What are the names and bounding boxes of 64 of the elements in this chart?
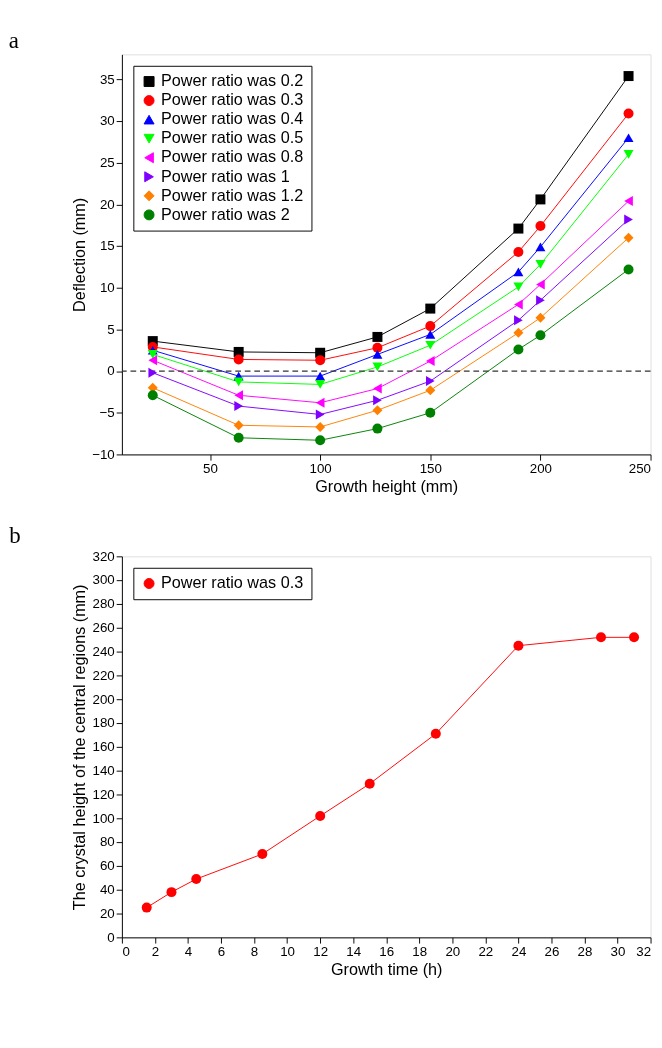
legend-label: Power ratio was 2 [160,204,290,223]
x-tick-label: 20 [445,943,461,959]
y-tick-label: 180 [92,715,115,731]
x-tick-label: 8 [250,943,259,959]
y-tick-label: 5 [107,321,115,337]
legend-label: Power ratio was 1 [160,166,290,185]
legend-label: Power ratio was 0.3 [160,573,304,592]
x-tick-label: 12 [313,943,329,959]
y-axis-title: The crystal height of the central regions (mm) [69,584,88,911]
y-tick-label: 260 [92,620,115,636]
x-tick-label: 24 [511,943,527,959]
legend-label: Power ratio was 0.8 [160,147,304,166]
x-tick-label: 100 [309,461,332,477]
legend-label: Power ratio was 0.3 [160,90,304,109]
x-tick-label: 6 [217,943,226,959]
y-tick-label: 35 [99,71,115,87]
y-axis-title: Deflection (mm) [69,197,88,313]
y-tick-label: 220 [92,667,115,683]
x-tick-label: 22 [478,943,494,959]
text: a [8,27,19,53]
y-tick-label: 0 [107,929,115,945]
y-tick-label: 40 [99,882,115,898]
legend-label: Power ratio was 0.4 [160,109,304,128]
legend-label: Power ratio was 1.2 [160,185,304,204]
y-tick-label: 100 [92,810,115,826]
x-tick-label: 30 [610,943,626,959]
x-tick-label: 18 [412,943,428,959]
y-tick-label: 0 [107,363,115,379]
y-tick-label: 240 [92,643,115,659]
y-tick-label: 60 [99,858,115,874]
x-tick-label: 14 [346,943,362,959]
legend-label: Power ratio was 0.5 [160,128,304,147]
y-tick-label: 140 [92,762,115,778]
x-tick-label: 4 [184,943,193,959]
x-tick-label: 250 [628,461,652,477]
x-tick-label: 0 [122,943,130,959]
y-tick-label: 30 [99,113,115,129]
y-tick-label: 10 [99,280,115,296]
y-tick-label: 120 [92,786,115,802]
x-tick-label: 50 [203,461,218,477]
x-tick-label: 150 [419,461,442,477]
text: b [9,523,21,549]
y-tick-label: −5 [99,405,115,421]
x-tick-label: 200 [529,461,553,477]
y-tick-label: 160 [92,739,115,755]
x-tick-label: 16 [379,943,395,959]
y-tick-label: 25 [99,155,115,171]
y-tick-label: 80 [99,834,115,850]
x-axis-title: Growth height (mm) [315,477,459,496]
y-tick-label: 320 [92,548,115,564]
y-tick-label: 200 [92,691,115,707]
x-axis-title: Growth time (h) [330,960,443,978]
x-tick-label: 10 [280,943,296,959]
x-tick-label: 28 [577,943,593,959]
y-tick-label: 20 [99,905,115,921]
x-tick-label: 2 [151,943,160,959]
y-tick-label: 15 [99,238,115,254]
legend-label: Power ratio was 0.2 [160,71,304,90]
y-tick-label: −10 [92,446,115,462]
x-tick-label: 26 [544,943,560,959]
y-tick-label: 20 [99,196,115,212]
y-tick-label: 300 [92,572,115,588]
y-tick-label: 280 [92,596,115,612]
x-tick-label: 32 [636,943,652,959]
